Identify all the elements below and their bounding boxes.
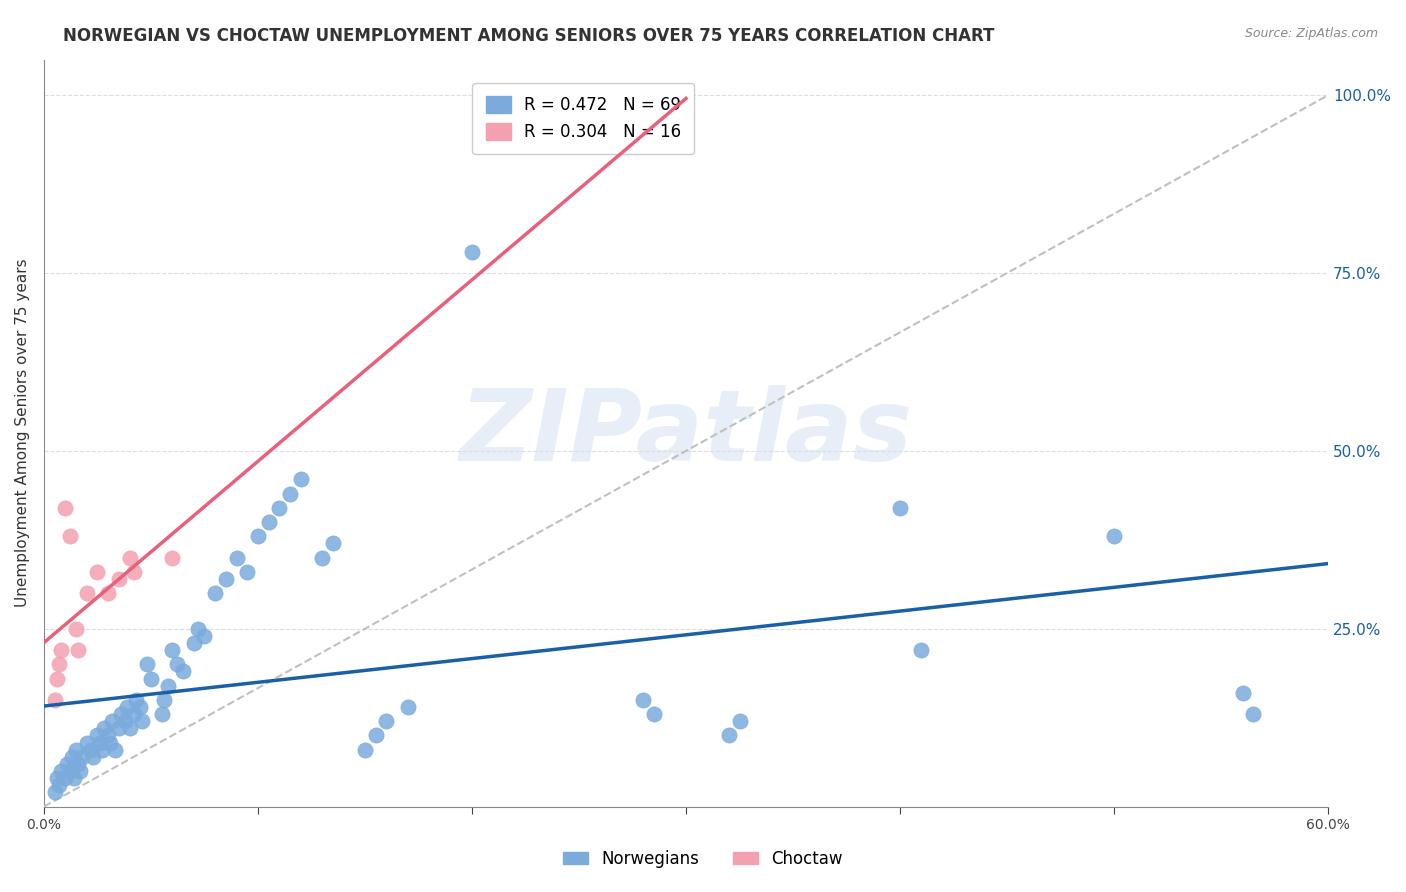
Norwegians (236, 565, 259, 579)
Norwegians (643, 707, 665, 722)
Norwegians (631, 693, 654, 707)
Norwegians (311, 550, 333, 565)
Norwegians (56, 756, 79, 771)
Norwegians (166, 657, 188, 672)
Norwegians (114, 714, 136, 729)
Norwegians (225, 550, 247, 565)
Norwegians (215, 572, 238, 586)
Norwegians (131, 714, 153, 729)
Text: Source: ZipAtlas.com: Source: ZipAtlas.com (1244, 27, 1378, 40)
Norwegians (82, 749, 104, 764)
Norwegians (1241, 707, 1264, 722)
Choctaw (97, 586, 120, 600)
Choctaw (53, 500, 76, 515)
Norwegians (278, 486, 301, 500)
Norwegians (76, 735, 98, 749)
Norwegians (89, 735, 111, 749)
Norwegians (375, 714, 398, 729)
Norwegians (129, 700, 152, 714)
Norwegians (58, 764, 80, 778)
Norwegians (117, 700, 139, 714)
Text: NORWEGIAN VS CHOCTAW UNEMPLOYMENT AMONG SENIORS OVER 75 YEARS CORRELATION CHART: NORWEGIAN VS CHOCTAW UNEMPLOYMENT AMONG … (63, 27, 994, 45)
Choctaw (65, 622, 87, 636)
Choctaw (45, 672, 67, 686)
Norwegians (461, 244, 484, 259)
Norwegians (204, 586, 226, 600)
Norwegians (107, 722, 129, 736)
Norwegians (257, 515, 280, 529)
Norwegians (65, 742, 87, 756)
Norwegians (60, 749, 83, 764)
Choctaw (122, 565, 145, 579)
Norwegians (72, 749, 94, 764)
Norwegians (125, 693, 148, 707)
Norwegians (139, 672, 162, 686)
Norwegians (86, 728, 108, 742)
Legend: Norwegians, Choctaw: Norwegians, Choctaw (557, 844, 849, 875)
Norwegians (80, 742, 103, 756)
Norwegians (728, 714, 751, 729)
Norwegians (1102, 529, 1125, 543)
Norwegians (187, 622, 209, 636)
Norwegians (110, 707, 132, 722)
Norwegians (183, 636, 205, 650)
Norwegians (98, 735, 121, 749)
Norwegians (354, 742, 377, 756)
Norwegians (162, 643, 184, 657)
Choctaw (118, 550, 141, 565)
Norwegians (63, 771, 86, 785)
Choctaw (48, 657, 70, 672)
Choctaw (86, 565, 108, 579)
Norwegians (67, 756, 90, 771)
Text: ZIPatlas: ZIPatlas (460, 384, 912, 482)
Norwegians (193, 629, 215, 643)
Norwegians (69, 764, 91, 778)
Norwegians (717, 728, 740, 742)
Norwegians (152, 693, 174, 707)
Norwegians (889, 500, 911, 515)
Norwegians (97, 728, 120, 742)
Norwegians (364, 728, 387, 742)
Norwegians (101, 714, 124, 729)
Choctaw (44, 693, 66, 707)
Norwegians (1232, 686, 1254, 700)
Norwegians (396, 700, 419, 714)
Norwegians (122, 707, 145, 722)
Norwegians (118, 722, 141, 736)
Norwegians (93, 722, 115, 736)
Norwegians (910, 643, 932, 657)
Norwegians (269, 500, 291, 515)
Choctaw (162, 550, 184, 565)
Norwegians (290, 472, 312, 486)
Choctaw (654, 110, 676, 124)
Norwegians (172, 665, 194, 679)
Norwegians (135, 657, 157, 672)
Norwegians (45, 771, 67, 785)
Choctaw (58, 529, 80, 543)
Norwegians (44, 785, 66, 799)
Legend: R = 0.472   N = 69, R = 0.304   N = 16: R = 0.472 N = 69, R = 0.304 N = 16 (472, 83, 695, 154)
Choctaw (49, 643, 72, 657)
Norwegians (157, 679, 180, 693)
Norwegians (49, 764, 72, 778)
Norwegians (53, 771, 76, 785)
Norwegians (90, 742, 112, 756)
Choctaw (107, 572, 129, 586)
Choctaw (76, 586, 98, 600)
Norwegians (322, 536, 344, 550)
Choctaw (67, 643, 90, 657)
Norwegians (246, 529, 269, 543)
Y-axis label: Unemployment Among Seniors over 75 years: Unemployment Among Seniors over 75 years (15, 259, 30, 607)
Norwegians (48, 778, 70, 792)
Norwegians (150, 707, 173, 722)
Norwegians (103, 742, 125, 756)
